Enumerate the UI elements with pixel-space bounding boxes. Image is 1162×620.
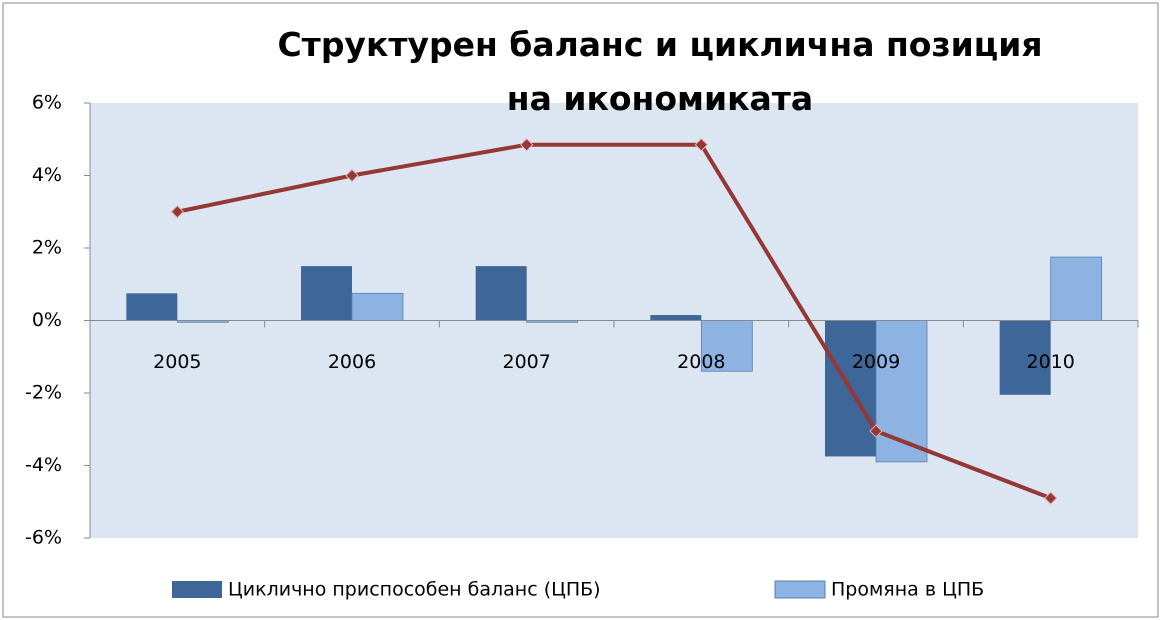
line-marker xyxy=(519,137,534,152)
bar xyxy=(875,320,928,463)
x-tick-label: 2010 xyxy=(1026,351,1074,373)
y-tick-label: -4% xyxy=(25,454,62,476)
bar xyxy=(650,315,702,321)
y-tick-label: -2% xyxy=(25,382,62,404)
y-tick-label: 6% xyxy=(32,92,62,114)
legend-swatch xyxy=(774,580,826,599)
x-tick-label: 2005 xyxy=(153,351,201,373)
x-tick-label: 2007 xyxy=(502,351,550,373)
legend-label: Циклично приспособен баланс (ЦПБ) xyxy=(228,579,601,601)
line-marker xyxy=(170,205,185,219)
bar xyxy=(126,293,178,321)
bar xyxy=(351,292,404,321)
x-tick-label: 2006 xyxy=(328,351,376,373)
y-tick-label: 2% xyxy=(32,237,62,259)
line-marker xyxy=(1043,491,1058,505)
legend-swatch xyxy=(172,581,222,598)
y-tick-label: -6% xyxy=(25,527,62,549)
line-series xyxy=(176,142,1052,500)
x-tick-label: 2008 xyxy=(677,351,725,373)
bar xyxy=(1050,256,1103,321)
chart-title: Структурен баланс и циклична позиция на … xyxy=(277,25,1043,118)
x-tick-label: 2009 xyxy=(852,351,900,373)
bar xyxy=(999,320,1051,395)
y-tick-label: 4% xyxy=(32,164,62,186)
line-marker xyxy=(694,137,709,152)
legend-label: Промяна в ЦПБ xyxy=(831,579,984,601)
bar xyxy=(301,266,352,321)
bar xyxy=(475,266,527,321)
y-tick-label: 0% xyxy=(32,309,62,331)
line-marker xyxy=(869,424,883,438)
bar xyxy=(700,320,753,372)
line-marker xyxy=(345,168,359,183)
